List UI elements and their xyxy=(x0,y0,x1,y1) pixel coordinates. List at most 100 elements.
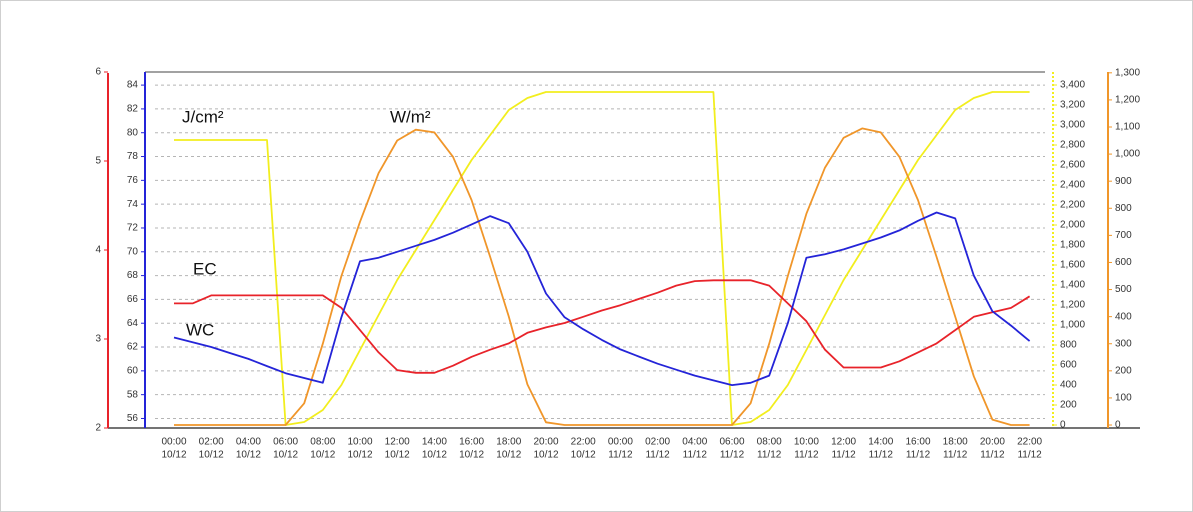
x-tick-date: 11/12 xyxy=(757,450,782,461)
x-tick-label: 18:00 xyxy=(943,437,968,448)
y-tick-label: 60 xyxy=(127,365,139,376)
y-tick-label: 100 xyxy=(1115,393,1132,404)
series-label: WC xyxy=(186,320,214,339)
y-tick-label: 1,100 xyxy=(1115,122,1140,133)
x-tick-label: 04:00 xyxy=(682,437,707,448)
x-tick-label: 12:00 xyxy=(831,437,856,448)
x-tick-date: 10/12 xyxy=(273,450,298,461)
y-tick-label: 400 xyxy=(1115,311,1132,322)
y-tick-label: 0 xyxy=(1115,420,1121,431)
y-tick-label: 500 xyxy=(1115,284,1132,295)
y-tick-label: 200 xyxy=(1115,365,1132,376)
x-tick-date: 10/12 xyxy=(385,450,410,461)
series-line xyxy=(174,279,1031,374)
x-tick-label: 14:00 xyxy=(422,437,447,448)
y-tick-label: 900 xyxy=(1115,176,1132,187)
x-tick-date: 10/12 xyxy=(496,450,521,461)
x-tick-date: 11/12 xyxy=(831,450,856,461)
x-tick-date: 11/12 xyxy=(683,450,708,461)
x-tick-label: 22:00 xyxy=(571,437,596,448)
x-tick-label: 12:00 xyxy=(385,437,410,448)
y-tick-label: 800 xyxy=(1060,340,1077,351)
x-tick-label: 08:00 xyxy=(757,437,782,448)
y-tick-label: 1,200 xyxy=(1060,300,1085,311)
y-tick-label: 76 xyxy=(127,175,139,186)
x-tick-label: 16:00 xyxy=(905,437,930,448)
x-tick-label: 02:00 xyxy=(199,437,224,448)
y-tick-label: 82 xyxy=(127,104,139,115)
y-tick-label: 5 xyxy=(95,156,101,167)
y-tick-label: 3,400 xyxy=(1060,80,1085,91)
series-line xyxy=(174,127,1030,426)
y-tick-label: 62 xyxy=(127,342,139,353)
series-label: EC xyxy=(193,259,217,278)
y-tick-label: 2,200 xyxy=(1060,200,1085,211)
x-tick-date: 10/12 xyxy=(571,450,596,461)
y-tick-label: 80 xyxy=(127,127,139,138)
y-tick-label: 700 xyxy=(1115,230,1132,241)
y-tick-label: 0 xyxy=(1060,420,1066,431)
x-tick-date: 11/12 xyxy=(608,450,633,461)
y-tick-label: 800 xyxy=(1115,203,1132,214)
x-tick-date: 10/12 xyxy=(236,450,261,461)
y-tick-label: 58 xyxy=(127,389,139,400)
x-tick-label: 20:00 xyxy=(980,437,1005,448)
x-tick-date: 11/12 xyxy=(645,450,670,461)
y-tick-label: 64 xyxy=(127,318,139,329)
y-tick-label: 3 xyxy=(95,334,101,345)
x-tick-label: 08:00 xyxy=(310,437,335,448)
x-tick-date: 10/12 xyxy=(459,450,484,461)
y-tick-label: 2,800 xyxy=(1060,140,1085,151)
y-tick-label: 1,600 xyxy=(1060,260,1085,271)
x-tick-date: 10/12 xyxy=(347,450,372,461)
x-tick-date: 10/12 xyxy=(199,450,224,461)
x-tick-label: 00:00 xyxy=(608,437,633,448)
y-tick-label: 2,000 xyxy=(1060,220,1085,231)
x-tick-date: 11/12 xyxy=(1017,450,1042,461)
series-line xyxy=(173,211,1031,386)
y-tick-label: 2 xyxy=(95,423,101,434)
x-tick-date: 11/12 xyxy=(720,450,745,461)
y-tick-label: 78 xyxy=(127,151,139,162)
y-tick-label: 56 xyxy=(127,413,139,424)
y-tick-label: 2,400 xyxy=(1060,180,1085,191)
x-tick-date: 10/12 xyxy=(161,450,186,461)
x-tick-date: 10/12 xyxy=(310,450,335,461)
y-tick-label: 6 xyxy=(95,67,101,78)
series-line xyxy=(174,91,1030,426)
y-tick-label: 300 xyxy=(1115,338,1132,349)
y-tick-label: 600 xyxy=(1060,360,1077,371)
x-tick-label: 14:00 xyxy=(868,437,893,448)
series-label: W/m² xyxy=(390,107,431,126)
x-tick-date: 11/12 xyxy=(906,450,931,461)
x-tick-label: 16:00 xyxy=(459,437,484,448)
y-tick-label: 1,200 xyxy=(1115,95,1140,106)
y-tick-label: 1,000 xyxy=(1060,320,1085,331)
x-tick-label: 18:00 xyxy=(496,437,521,448)
x-tick-label: 22:00 xyxy=(1017,437,1042,448)
y-tick-label: 70 xyxy=(127,246,139,257)
y-tick-label: 200 xyxy=(1060,400,1077,411)
y-tick-label: 84 xyxy=(127,80,139,91)
x-tick-label: 06:00 xyxy=(273,437,298,448)
y-tick-label: 74 xyxy=(127,199,139,210)
y-tick-label: 68 xyxy=(127,270,139,281)
y-tick-label: 3,200 xyxy=(1060,100,1085,111)
y-tick-label: 66 xyxy=(127,294,139,305)
y-tick-label: 2,600 xyxy=(1060,160,1085,171)
x-tick-date: 11/12 xyxy=(980,450,1005,461)
y-tick-label: 72 xyxy=(127,223,139,234)
x-tick-label: 10:00 xyxy=(347,437,372,448)
x-tick-label: 00:00 xyxy=(161,437,186,448)
x-tick-label: 02:00 xyxy=(645,437,670,448)
y-tick-label: 1,800 xyxy=(1060,240,1085,251)
y-tick-label: 1,300 xyxy=(1115,67,1140,78)
x-tick-date: 11/12 xyxy=(794,450,819,461)
x-tick-label: 06:00 xyxy=(719,437,744,448)
x-tick-date: 10/12 xyxy=(533,450,558,461)
y-tick-label: 1,400 xyxy=(1060,280,1085,291)
y-tick-label: 3,000 xyxy=(1060,120,1085,131)
x-tick-date: 11/12 xyxy=(869,450,894,461)
y-tick-label: 600 xyxy=(1115,257,1132,268)
